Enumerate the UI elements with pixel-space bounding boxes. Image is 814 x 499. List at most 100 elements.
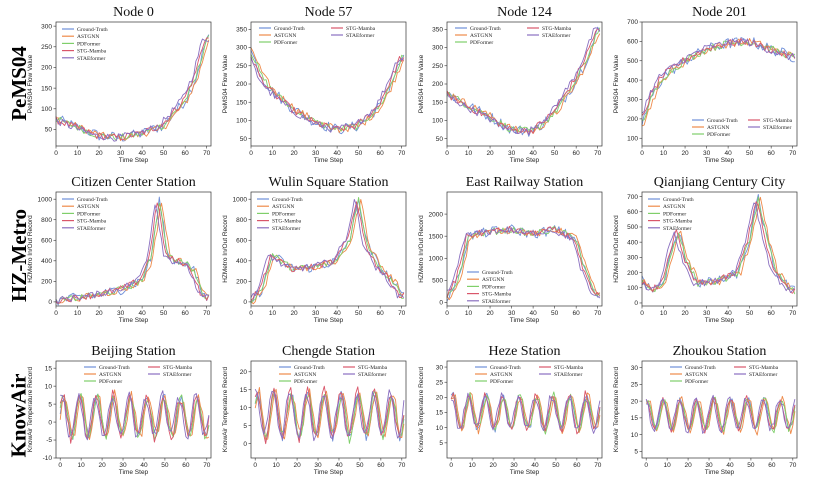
chart-1-xtick-label: 40: [138, 150, 146, 157]
chart-11-title: Heze Station: [489, 344, 561, 359]
chart-7-xtick-label: 10: [465, 310, 473, 317]
chart-4-xtick-label: 20: [681, 150, 689, 157]
chart-10-xtick-label: 30: [314, 462, 322, 469]
chart-4-legend-label: Ground-Truth: [707, 118, 738, 124]
chart-1-ytick-label: 250: [41, 44, 52, 51]
chart-8-legend-label: STG-Mamba: [663, 219, 693, 225]
chart-11-series-staeformer: [451, 392, 601, 434]
chart-8-title: Qianjiang Century City: [654, 175, 785, 190]
chart-7-xtick-label: 60: [573, 310, 581, 317]
chart-5-legend-label: STAEformer: [77, 225, 105, 232]
chart-6-xtick-label: 30: [312, 310, 320, 317]
chart-3-axes: [446, 21, 603, 147]
chart-1-xtick-label: 10: [74, 150, 82, 157]
chart-5-ytick-label: 1000: [38, 196, 53, 203]
chart-3-ytick-label: 250: [432, 63, 443, 70]
chart-11-xtick-label: 60: [573, 462, 581, 469]
chart-7-ytick-label: 1000: [429, 255, 444, 262]
chart-9-title: Beijing Station: [91, 344, 175, 359]
chart-10-legend-label: STAEformer: [358, 371, 386, 378]
chart-8-ylabel: HZMetro In/Out Record: [613, 215, 620, 283]
chart-5-legend-label: STG-Mamba: [77, 219, 107, 225]
chart-2-legend-label: ASTGNN: [274, 33, 296, 39]
chart-3-xtick-label: 20: [486, 150, 494, 157]
chart-7-xtick-label: 0: [445, 310, 449, 317]
chart-2-ytick-label: 50: [240, 136, 248, 143]
chart-2-series-astgnn: [250, 47, 405, 133]
chart-8-xtick-label: 70: [789, 310, 797, 317]
chart-1-xtick-label: 30: [117, 150, 125, 157]
chart-7-legend-label: STG-Mamba: [482, 292, 512, 298]
chart-1-ytick-label: 50: [45, 127, 53, 134]
chart-3-ytick-label: 50: [436, 136, 444, 143]
chart-3-legend-label: STAEformer: [542, 32, 570, 39]
chart-8-ytick-label: 200: [627, 270, 638, 277]
chart-11-xtick-label: 70: [594, 462, 602, 469]
chart-4-xlabel: Time Step: [705, 157, 735, 164]
chart-11-axes: [446, 360, 603, 459]
chart-12-legend-label: PDFormer: [685, 379, 708, 385]
chart-12-ytick-label: 15: [631, 415, 639, 422]
chart-6-xtick-label: 0: [249, 310, 253, 317]
chart-6-legend-label: STG-Mamba: [272, 219, 302, 225]
chart-2-xtick-label: 50: [355, 150, 363, 157]
chart-2-ytick-label: 150: [236, 99, 247, 106]
chart-11-ytick-label: 25: [436, 379, 444, 386]
chart-3-ytick-label: 100: [432, 118, 443, 125]
chart-8-xtick-label: 0: [640, 310, 644, 317]
chart-6-legend-label: ASTGNN: [272, 204, 294, 210]
chart-9-legend-label: ASTGNN: [99, 372, 121, 378]
chart-4-series-staeformer: [641, 38, 796, 114]
chart-4-xtick-label: 60: [768, 150, 776, 157]
chart-9-ytick-label: -5: [46, 437, 52, 444]
chart-6-xlabel: Time Step: [314, 317, 344, 324]
chart-7-title: East Railway Station: [466, 175, 583, 190]
chart-4-ytick-label: 400: [627, 77, 638, 84]
chart-1-axes: [55, 21, 212, 147]
chart-12-series-pdformer: [645, 396, 796, 434]
chart-9-legend-label: Ground-Truth: [99, 365, 130, 371]
chart-4-legend-label: PDFormer: [707, 132, 730, 138]
chart-11-series-stg-mamba: [450, 390, 601, 435]
chart-10-series-stg-mamba: [254, 385, 405, 445]
chart-7-xtick-label: 70: [594, 310, 602, 317]
chart-4-xtick-label: 0: [640, 150, 644, 157]
chart-1-xtick-label: 70: [203, 150, 211, 157]
chart-11-ytick-label: 20: [436, 395, 444, 402]
chart-6-ytick-label: 200: [236, 279, 247, 286]
chart-4-xtick-label: 70: [789, 150, 797, 157]
chart-2-xlabel: Time Step: [314, 157, 344, 164]
chart-9-legend-label: PDFormer: [99, 379, 122, 385]
chart-1-series-pdformer: [55, 35, 210, 141]
chart-2-xtick-label: 30: [312, 150, 320, 157]
chart-10-xlabel: Time Step: [314, 469, 344, 476]
chart-4-xtick-label: 40: [724, 150, 732, 157]
chart-2-xtick-label: 60: [377, 150, 385, 157]
chart-11-xtick-label: 40: [531, 462, 539, 469]
chart-1-legend-label: PDFormer: [77, 41, 100, 47]
chart-2-ytick-label: 350: [236, 26, 247, 33]
chart-3-ytick-label: 150: [432, 99, 443, 106]
chart-2-legend-label: PDFormer: [274, 40, 297, 46]
chart-5-xtick-label: 70: [203, 310, 211, 317]
chart-2-series-pdformer: [250, 54, 405, 132]
chart-2-title: Node 57: [305, 5, 353, 20]
chart-6-xtick-label: 70: [398, 310, 406, 317]
chart-8-axes: [641, 191, 798, 307]
chart-6-xtick-label: 20: [290, 310, 298, 317]
chart-3-xtick-label: 60: [573, 150, 581, 157]
chart-9-legend-label: STG-Mamba: [163, 365, 193, 371]
chart-7-xtick-label: 20: [486, 310, 494, 317]
chart-9-ytick-label: 5: [48, 401, 52, 408]
chart-12-ytick-label: 20: [631, 398, 639, 405]
chart-9-xtick-label: 40: [140, 462, 148, 469]
chart-5-series-stg-mamba: [55, 202, 210, 305]
chart-10-xtick-label: 70: [398, 462, 406, 469]
chart-6-series-stg-mamba: [250, 201, 405, 301]
chart-10-ylabel: KnowAir Temperature Record: [222, 367, 229, 453]
chart-8-xlabel: Time Step: [705, 317, 735, 324]
chart-3-ytick-label: 200: [432, 81, 443, 88]
chart-6-xtick-label: 10: [269, 310, 277, 317]
chart-9-ytick-label: -10: [43, 455, 53, 462]
chart-8-ytick-label: 100: [627, 285, 638, 292]
